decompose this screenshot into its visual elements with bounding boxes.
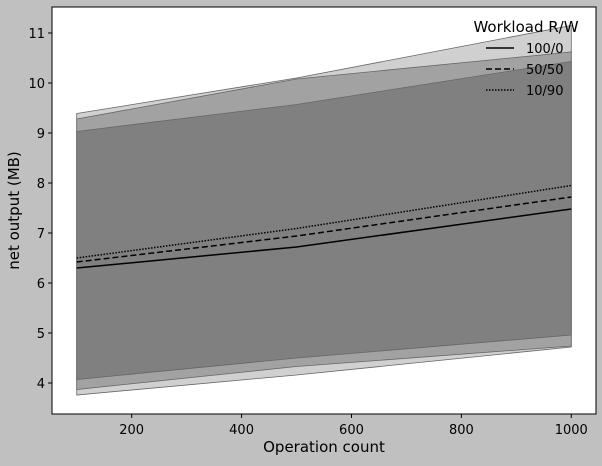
x-tick-label: 600: [339, 423, 364, 438]
confidence-bands: [76, 25, 572, 396]
y-axis-label: net output (MB): [5, 151, 23, 270]
x-tick-label: 1000: [555, 423, 588, 438]
y-tick-label: 10: [28, 77, 45, 92]
y-tick-label: 8: [37, 177, 45, 192]
legend-label: 50/50: [526, 63, 563, 78]
plot-frame: [51, 6, 597, 415]
y-tick-label: 9: [37, 127, 45, 142]
y-axis: 4 5 6 7 8 9 10 11: [28, 27, 52, 392]
band-100-0: [76, 61, 572, 380]
y-tick-label: 4: [37, 377, 45, 392]
series-line-50-50: [76, 196, 572, 263]
y-tick-label: 11: [28, 27, 45, 42]
y-tick-label: 7: [37, 227, 45, 242]
series-lines: [76, 184, 572, 269]
y-tick-label: 6: [37, 277, 45, 292]
x-tick-label: 400: [229, 423, 254, 438]
x-axis-label: Operation count: [263, 438, 385, 456]
x-axis: 200 400 600 800 1000: [119, 414, 588, 438]
legend: Workload R/W 100/0 50/50 10/90: [473, 18, 578, 99]
y-tick-label: 5: [37, 327, 45, 342]
legend-title: Workload R/W: [473, 18, 578, 36]
legend-label: 10/90: [526, 84, 563, 99]
x-tick-label: 200: [119, 423, 144, 438]
x-tick-label: 800: [449, 423, 474, 438]
legend-label: 100/0: [526, 42, 563, 57]
series-line-100-0: [76, 208, 572, 269]
